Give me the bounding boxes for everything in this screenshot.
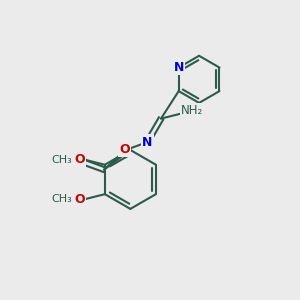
- Text: NH₂: NH₂: [181, 104, 203, 117]
- Text: CH₃: CH₃: [51, 155, 72, 165]
- Text: O: O: [119, 142, 130, 155]
- Text: N: N: [142, 136, 152, 148]
- Text: CH₃: CH₃: [51, 194, 72, 204]
- Text: N: N: [173, 61, 184, 74]
- Text: O: O: [74, 153, 85, 166]
- Text: O: O: [71, 153, 82, 166]
- Text: O: O: [74, 193, 85, 206]
